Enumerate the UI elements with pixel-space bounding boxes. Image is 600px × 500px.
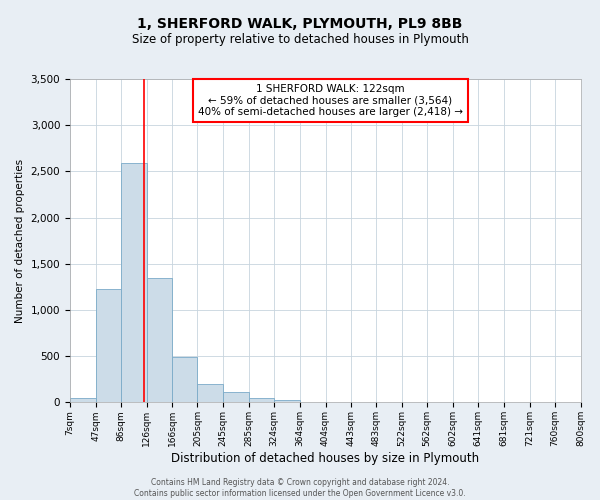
Bar [121,163,146,402]
Bar [70,398,95,402]
X-axis label: Distribution of detached houses by size in Plymouth: Distribution of detached houses by size … [171,452,479,465]
Y-axis label: Number of detached properties: Number of detached properties [15,158,25,323]
Bar [197,384,223,402]
Text: 1, SHERFORD WALK, PLYMOUTH, PL9 8BB: 1, SHERFORD WALK, PLYMOUTH, PL9 8BB [137,18,463,32]
Bar [172,357,197,403]
Bar [223,392,249,402]
Bar [274,400,300,402]
Text: 1 SHERFORD WALK: 122sqm
← 59% of detached houses are smaller (3,564)
40% of semi: 1 SHERFORD WALK: 122sqm ← 59% of detache… [198,84,463,117]
Text: Contains HM Land Registry data © Crown copyright and database right 2024.
Contai: Contains HM Land Registry data © Crown c… [134,478,466,498]
Bar [146,278,172,402]
Bar [95,289,121,403]
Text: Size of property relative to detached houses in Plymouth: Size of property relative to detached ho… [131,32,469,46]
Bar [249,398,274,402]
